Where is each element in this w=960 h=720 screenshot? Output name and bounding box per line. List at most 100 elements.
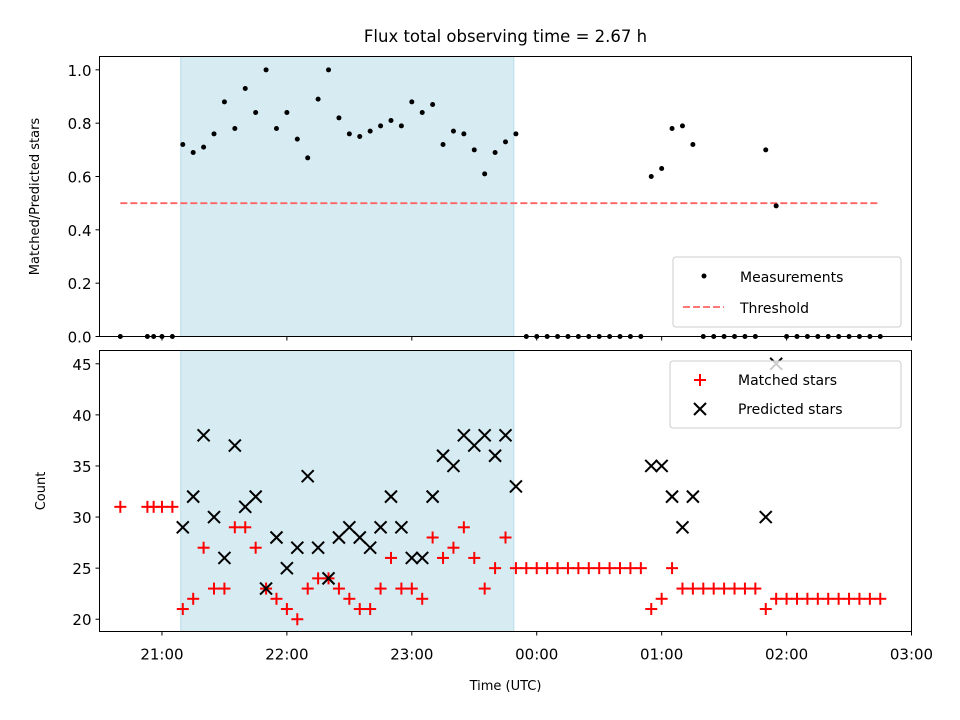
matched-star-point: [270, 592, 283, 605]
predicted-star-point: [238, 500, 252, 514]
matched-stars-points: [114, 500, 887, 626]
measurement-point: [471, 147, 477, 153]
predicted-star-point: [196, 428, 211, 443]
bottom-y-tick-label: 25: [72, 560, 91, 578]
x-tick-label: 02:00: [765, 646, 808, 664]
matched-star-point: [468, 551, 481, 564]
measurement-point: [378, 123, 384, 129]
predicted-star-point: [321, 571, 336, 586]
predicted-star-point: [176, 520, 190, 534]
legend-matched-marker: [694, 374, 706, 386]
matched-star-point: [166, 500, 179, 513]
predicted-star-point: [405, 551, 419, 565]
matched-star-point: [301, 582, 314, 595]
matched-star-point: [509, 562, 522, 575]
legend-matched-label: Matched stars: [738, 373, 837, 389]
measurement-point: [482, 171, 488, 177]
predicted-star-point: [457, 428, 471, 443]
measurement-point: [440, 142, 446, 147]
top-y-tick-label: 0.4: [68, 222, 92, 240]
bottom-x-ticks: 21:00 22:00 23:00 00:00 01:00 02:00 03:00: [140, 631, 933, 664]
measurement-point: [357, 134, 363, 139]
matched-star-point: [437, 551, 450, 564]
matched-star-point: [530, 562, 543, 575]
panel-top-frame: [99, 56, 912, 337]
legend-predicted-label: Predicted stars: [738, 402, 843, 418]
matched-star-point: [697, 582, 710, 595]
top-legend: Measurements Threshold: [672, 256, 902, 328]
measurement-point: [232, 126, 238, 131]
matched-star-point: [759, 603, 772, 616]
measurement-point: [669, 126, 675, 131]
measurement-point: [221, 99, 227, 105]
predicted-stars-points: [176, 357, 783, 596]
predicted-star-point: [436, 449, 450, 463]
bottom-shaded-region: [180, 350, 515, 632]
matched-star-point: [863, 592, 876, 605]
matched-star-point: [489, 562, 502, 575]
measurement-point: [263, 67, 269, 73]
predicted-star-point: [217, 551, 232, 565]
matched-star-point: [603, 562, 616, 575]
top-x-ticks: [161, 336, 912, 341]
measurement-point: [419, 110, 425, 115]
legend-measurements-label: Measurements: [740, 270, 843, 286]
measurement-point: [648, 174, 654, 179]
top-y-ticks: 0.0 0.2 0.4 0.6 0.8 1.0: [68, 62, 100, 347]
matched-star-point: [801, 592, 814, 605]
matched-star-point: [343, 592, 356, 605]
top-y-tick-label: 1.0: [68, 62, 92, 80]
predicted-star-point: [186, 489, 200, 504]
bottom-y-tick-label: 30: [72, 509, 91, 527]
measurement-point: [305, 155, 311, 161]
matched-star-point: [447, 541, 460, 554]
x-tick-label: 22:00: [265, 646, 308, 664]
measurement-point: [253, 110, 259, 115]
measurement-point: [367, 128, 373, 134]
measurement-point: [398, 123, 404, 129]
x-tick-label: 01:00: [640, 646, 683, 664]
x-tick-label: 00:00: [515, 646, 558, 664]
matched-star-point: [249, 541, 262, 554]
measurement-point: [315, 96, 321, 102]
matched-star-point: [832, 592, 845, 605]
top-y-tick-label: 0.0: [68, 329, 92, 347]
predicted-star-point: [686, 489, 700, 504]
matched-star-point: [655, 592, 668, 605]
matched-star-point: [790, 592, 803, 605]
matched-star-point: [811, 592, 824, 605]
matched-star-point: [770, 592, 783, 605]
chart-title: Flux total observing time = 2.67 h: [364, 27, 647, 46]
matched-star-point: [666, 562, 679, 575]
bottom-y-tick-label: 20: [72, 611, 91, 629]
predicted-star-point: [644, 459, 658, 473]
bottom-y-tick-label: 45: [72, 356, 91, 374]
predicted-star-point: [280, 561, 294, 575]
measurement-point: [763, 147, 769, 153]
matched-star-point: [114, 500, 127, 513]
predicted-star-point: [269, 530, 284, 545]
top-y-tick-label: 0.8: [68, 115, 92, 133]
measurement-point: [513, 131, 519, 137]
measurement-point: [284, 110, 290, 115]
measurement-point: [211, 131, 217, 137]
predicted-star-point: [342, 520, 357, 534]
matched-star-point: [208, 582, 221, 595]
matched-star-point: [228, 521, 241, 534]
matched-star-point: [551, 562, 564, 575]
matched-star-point: [457, 521, 470, 534]
predicted-star-point: [498, 428, 513, 443]
predicted-star-point: [373, 520, 388, 534]
predicted-star-point: [332, 530, 346, 545]
measurement-point: [409, 99, 415, 105]
predicted-star-point: [207, 510, 221, 524]
predicted-star-point: [509, 479, 523, 494]
x-tick-label: 23:00: [390, 646, 433, 664]
matched-star-point: [312, 572, 325, 585]
bottom-legend-frame: [669, 360, 902, 429]
measurement-point: [273, 126, 279, 131]
matched-star-point: [416, 592, 429, 605]
matched-star-point: [728, 582, 741, 595]
matched-star-point: [239, 521, 252, 534]
measurement-point: [492, 150, 498, 155]
